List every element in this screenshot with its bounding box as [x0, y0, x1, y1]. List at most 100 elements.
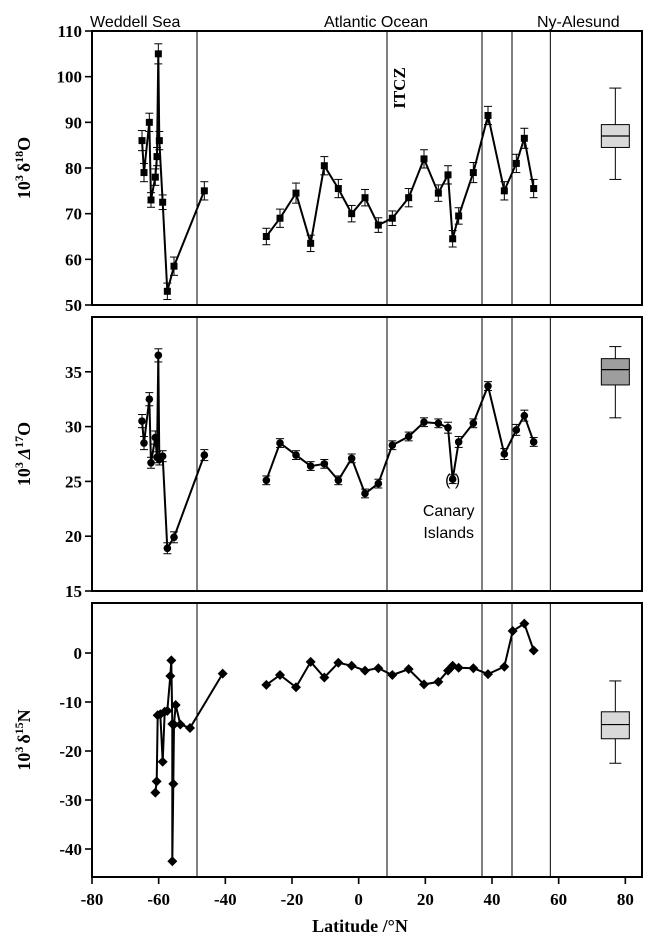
data-point [262, 476, 271, 485]
data-point [140, 169, 148, 177]
series-line [265, 622, 535, 689]
y-tick-label: -20 [59, 742, 82, 761]
data-point [163, 287, 171, 295]
data-point [360, 665, 370, 676]
y-axis-label-symbol: Δ [14, 448, 34, 460]
y-axis-label-symbol: δ [14, 163, 34, 172]
data-point [291, 682, 301, 693]
y-axis-label-element: N [14, 709, 34, 722]
data-point [140, 439, 148, 447]
canary-islands-label: Canary [423, 503, 475, 520]
panel-data [150, 618, 539, 867]
data-point [155, 137, 163, 145]
data-point [448, 475, 457, 484]
y-tick-label: -30 [59, 791, 82, 810]
data-point [165, 671, 176, 682]
y-axis-label-element: O [14, 422, 34, 436]
data-point [346, 660, 357, 671]
x-tick-label: -40 [214, 890, 237, 909]
panel-frame [91, 30, 643, 306]
data-point [157, 756, 168, 767]
data-point [320, 162, 328, 170]
data-point [159, 198, 167, 206]
series-line [141, 355, 206, 552]
y-tick-label: 0 [74, 644, 83, 663]
data-point [320, 460, 329, 468]
data-point [483, 669, 493, 680]
data-point [373, 663, 384, 674]
data-point [185, 722, 195, 733]
panel-D17O: 15 20 25 30 35 103 Δ17O ( ) Canary Islands [12, 316, 643, 601]
data-point [170, 699, 181, 710]
data-point [158, 452, 167, 460]
data-point [519, 618, 530, 629]
data-point [305, 656, 316, 667]
y-axis-label: 103 Δ17O [12, 422, 34, 486]
data-point [374, 479, 383, 488]
panel-data [138, 348, 538, 555]
panel-frame [91, 316, 643, 592]
data-point [154, 351, 163, 360]
data-point [292, 451, 300, 459]
data-point [276, 214, 284, 222]
data-point [434, 189, 442, 197]
chart-panels: 5060708090100110103δ18O1520253035103Δ17O… [12, 22, 643, 878]
canary-islands-marker: ( ) [445, 472, 460, 489]
data-point [292, 189, 300, 197]
y-tick-label: 70 [65, 205, 82, 224]
boxplot-box [600, 358, 630, 386]
x-tick-label: 40 [484, 890, 501, 909]
y-axis-label: 103 δ18O [12, 137, 34, 199]
data-point [147, 196, 155, 204]
y-tick-label: 15 [65, 582, 82, 601]
data-point [334, 185, 342, 193]
data-point [433, 676, 444, 687]
data-point [469, 419, 478, 428]
data-point [261, 679, 272, 690]
itcz-label: ITCZ [390, 67, 409, 109]
x-axis-label: Latitude /°N [312, 916, 408, 936]
data-point [388, 441, 397, 450]
data-point [163, 544, 172, 553]
x-tick-label: 20 [417, 890, 434, 909]
data-point [275, 670, 285, 681]
y-tick-label: 30 [65, 418, 82, 437]
y-tick-label: 110 [57, 22, 82, 41]
boxplot-box [600, 711, 630, 740]
region-label-ny-alesund: Ny-Alesund [537, 14, 620, 31]
data-point [468, 663, 479, 674]
y-tick-label: 90 [65, 113, 82, 132]
y-tick-label: 100 [57, 68, 83, 87]
y-tick-label: 25 [65, 472, 82, 491]
data-point [200, 451, 209, 459]
data-point [169, 719, 179, 730]
y-tick-label: 50 [65, 296, 82, 315]
data-point [530, 185, 538, 193]
y-axis-label-exponent: 3 [12, 175, 26, 181]
data-point [469, 169, 477, 177]
y-tick-label: 60 [65, 250, 82, 269]
data-point [405, 194, 413, 202]
y-axis-label-prefix: 10 [14, 468, 34, 486]
panel-d15N: -40 -30 -20 -10 0 103 δ15N [12, 602, 643, 878]
data-point [434, 419, 443, 428]
data-point [334, 476, 343, 485]
data-point [520, 411, 529, 420]
x-tick-label: 60 [550, 890, 567, 909]
data-point [167, 856, 178, 867]
data-point [170, 533, 178, 542]
data-point [454, 438, 463, 446]
y-axis-label-symbol: δ [14, 734, 34, 743]
x-tick-label: 80 [617, 890, 634, 909]
x-tick-label: -20 [281, 890, 304, 909]
data-point [528, 645, 539, 656]
region-labels: Weddell Sea Atlantic Ocean Ny-Alesund [90, 14, 620, 31]
data-point [145, 395, 154, 404]
data-point [347, 454, 356, 463]
data-point [388, 214, 396, 222]
panel-frame [91, 602, 643, 878]
data-point [200, 187, 208, 195]
x-tick-label: -60 [147, 890, 170, 909]
data-point [151, 433, 160, 442]
series-line [265, 382, 535, 496]
